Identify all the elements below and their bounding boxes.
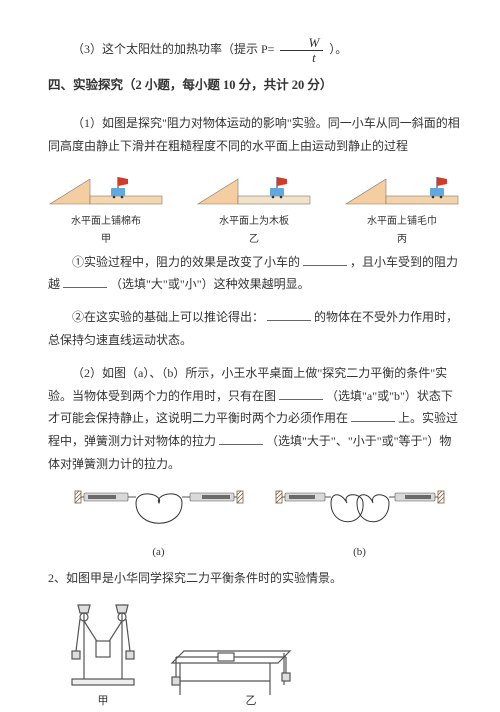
plane-bing-label: 水平面上铺毛巾 — [344, 212, 460, 231]
ramp-icon — [50, 179, 90, 204]
flat-surface — [90, 196, 162, 204]
blank-input[interactable] — [63, 275, 107, 288]
p1-intro: （1）如图是探究"阻力对物体运动的影响"实验。同一小车从同一斜面的相同高度由静止… — [48, 112, 460, 158]
blank-input[interactable] — [219, 432, 263, 445]
flag-icon — [437, 177, 447, 186]
spring-meter-icon — [81, 493, 136, 501]
spring-meter-icon — [389, 493, 438, 501]
apparatus-yi: 乙 — [166, 637, 296, 712]
plane-jia-sub: 甲 — [48, 230, 164, 249]
figure-inclined-planes: 水平面上铺棉布 甲 水平面上为木板 乙 水平面上铺毛巾 丙 — [48, 168, 460, 249]
blank-input[interactable] — [351, 409, 395, 422]
spring-meter-icon — [182, 493, 237, 501]
figure-balance-apparatus: 甲 乙 — [64, 599, 460, 712]
plane-jia-label: 水平面上铺棉布 — [48, 212, 164, 231]
spring-group-a: (a) — [69, 486, 249, 563]
flag-icon — [277, 177, 287, 186]
plane-yi-label: 水平面上为木板 — [196, 212, 312, 231]
figure-spring-meters: (a) (b) — [58, 486, 460, 563]
spring-a-label: (a) — [69, 542, 249, 563]
q2-text: 2、如图甲是小华同学探究二力平衡条件时的实验情景。 — [48, 567, 460, 590]
question-3-heating-power: （3）这个太阳灶的加热功率（提示 P= W t ）。 — [48, 36, 460, 64]
p1-line2: ②在这实验的基础上可以推论得出： 的物体在不受外力作用时，总保持匀速直线运动状态… — [48, 306, 460, 352]
apparatus-jia: 甲 — [64, 599, 142, 712]
flat-surface — [386, 196, 458, 204]
q3-formula: W t — [280, 36, 323, 64]
blank-input[interactable] — [279, 387, 323, 400]
plane-bing: 水平面上铺毛巾 丙 — [344, 168, 460, 249]
cart-icon — [430, 188, 444, 196]
ramp-icon — [198, 179, 238, 204]
p1-line1-c: （选填"大"或"小"）这种效果越明显。 — [110, 277, 310, 291]
p1-line1-a: ①实验过程中，阻力的效果是改变了小车的 — [72, 255, 300, 269]
ring-icon — [331, 495, 363, 522]
q3-formula-denominator: t — [284, 51, 320, 65]
plane-yi-sub: 乙 — [196, 230, 312, 249]
q3-suffix: ）。 — [329, 42, 347, 56]
spring-meter-icon — [282, 493, 331, 501]
spring-b-label: (b) — [270, 542, 450, 563]
q3-prefix: （3）这个太阳灶的加热功率（提示 P= — [72, 42, 274, 56]
flag-icon — [118, 177, 128, 186]
plane-jia: 水平面上铺棉布 甲 — [48, 168, 164, 249]
section-4-title: 四、实验探究（2 小题，每小题 10 分，共计 20 分） — [48, 74, 460, 98]
blank-input[interactable] — [267, 308, 311, 321]
apparatus-jia-label: 甲 — [64, 691, 142, 712]
cart-icon — [270, 188, 284, 196]
p2-intro: （2）如图（a）、（b）所示，小王水平桌面上做"探究二力平衡的条件"实验。当物体… — [48, 362, 460, 476]
ring-icon — [136, 494, 182, 523]
apparatus-yi-label: 乙 — [206, 691, 296, 712]
p1-line1: ①实验过程中，阻力的效果是改变了小车的 ，且小车受到的阻力越 （选填"大"或"小… — [48, 251, 460, 297]
plane-yi: 水平面上为木板 乙 — [196, 168, 312, 249]
p1-line2-a: ②在这实验的基础上可以推论得出： — [72, 310, 264, 324]
plane-bing-sub: 丙 — [344, 230, 460, 249]
ramp-icon — [346, 179, 386, 204]
blank-input[interactable] — [303, 253, 347, 266]
cart-icon — [111, 188, 125, 196]
spring-group-b: (b) — [270, 486, 450, 563]
q3-formula-numerator: W — [280, 36, 323, 51]
